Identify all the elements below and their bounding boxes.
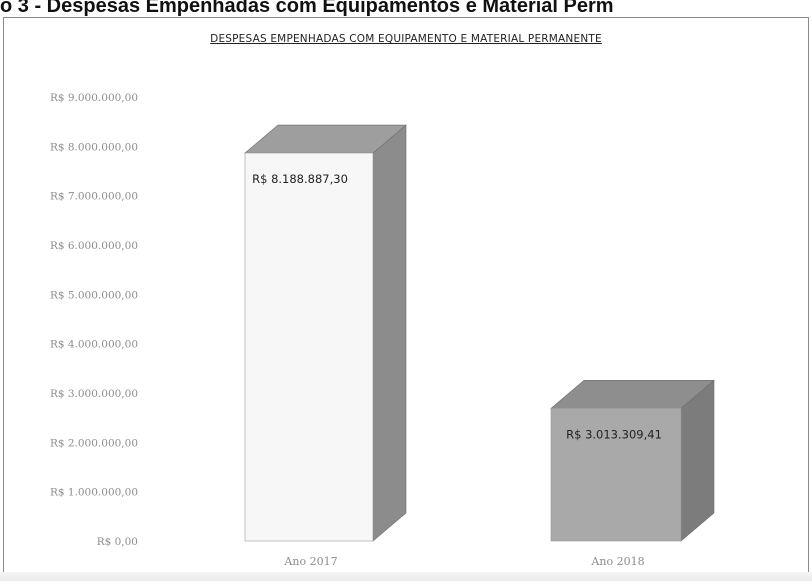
- y-tick-label: R$ 6.000.000,00: [50, 240, 138, 252]
- data-label: R$ 8.188.887,30: [252, 172, 348, 186]
- y-tick-label: R$ 5.000.000,00: [50, 289, 138, 301]
- y-tick-label: R$ 8.000.000,00: [50, 141, 138, 153]
- bar: [244, 152, 374, 542]
- bar-side-face: [372, 124, 407, 542]
- data-label: R$ 3.013.309,41: [566, 427, 662, 441]
- y-tick-label: R$ 4.000.000,00: [50, 339, 138, 351]
- bar: [550, 408, 682, 542]
- y-tick-label: R$ 7.000.000,00: [50, 191, 138, 203]
- y-tick-label: R$ 3.000.000,00: [50, 388, 138, 400]
- bottom-page-strip: [0, 572, 812, 581]
- y-tick-label: R$ 1.000.000,00: [50, 487, 138, 499]
- x-tick-label: Ano 2017: [283, 555, 337, 568]
- page-heading: o 3 - Despesas Empenhadas com Equipament…: [0, 0, 614, 17]
- y-tick-label: R$ 9.000.000,00: [50, 92, 138, 104]
- y-tick-label: R$ 0,00: [97, 536, 138, 548]
- x-tick-label: Ano 2018: [590, 555, 644, 568]
- y-tick-label: R$ 2.000.000,00: [50, 437, 138, 449]
- chart-title: DESPESAS EMPENHADAS COM EQUIPAMENTO E MA…: [210, 33, 602, 45]
